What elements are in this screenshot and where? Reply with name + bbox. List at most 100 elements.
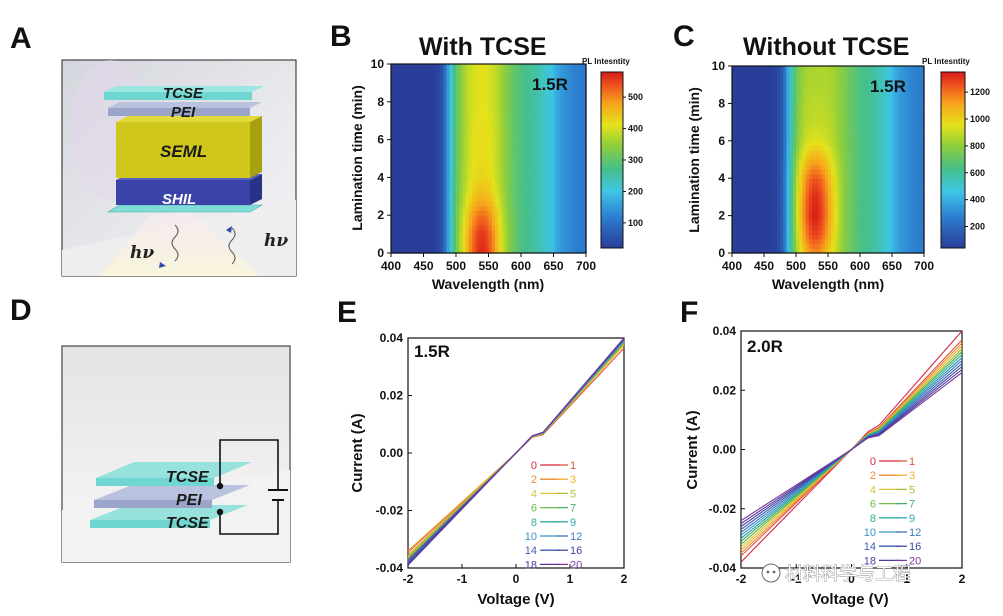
heatmap-cell [482,139,486,145]
heatmap-cell [770,229,775,235]
legend-label: 0 [531,460,537,472]
heatmap-cell [527,111,532,117]
heatmap-cell [741,122,746,128]
heatmap-cell [908,70,912,76]
heatmap-cell [773,220,778,226]
heatmap-cell [439,238,444,245]
heatmap-cell [475,158,480,164]
heatmap-cell [812,173,816,179]
heatmap-cell [824,150,829,156]
heatmap-cell [911,243,915,249]
heatmap-cell [828,84,832,90]
heatmap-cell [741,248,746,254]
heatmap-cell [760,192,765,198]
heatmap-cell [844,75,848,81]
heatmap-cell [850,220,855,226]
heatmap-cell [885,154,890,161]
heatmap-cell [764,140,768,147]
heatmap-cell [824,182,829,189]
heatmap-cell [748,112,752,119]
heatmap-cell [462,101,467,108]
heatmap-cell [872,145,877,151]
heatmap-cell [517,92,522,98]
heatmap-cell [805,136,810,142]
heatmap-cell [773,145,778,151]
heatmap-cell [498,139,503,145]
heatmap-cell [511,234,516,240]
heatmap-cell [579,163,584,169]
heatmap-cell [436,186,441,193]
heatmap-cell [524,177,529,183]
heatmap-cell [786,210,791,217]
heatmap-cell [439,144,444,150]
heatmap-cell [417,101,421,108]
heatmap-cell [876,108,880,114]
heatmap-cell [423,101,428,108]
heatmap-cell [869,215,874,221]
heatmap-cell [837,70,842,76]
heatmap-cell [413,68,418,75]
heatmap-cell [901,66,906,72]
heatmap-cell [462,167,467,174]
heatmap-cell [914,140,919,147]
heatmap-cell [908,248,912,254]
heatmap-cell [805,178,810,184]
heatmap-cell [789,220,794,226]
heatmap-cell [426,153,431,160]
heatmap-cell [808,173,813,179]
heatmap-cell [780,70,784,76]
heatmap-cell [892,164,896,170]
heatmap-cell [420,106,425,112]
heatmap-cell [776,168,781,175]
heatmap-cell [543,101,548,108]
heatmap-cell [469,229,473,235]
heatmap-cell [904,224,909,231]
heatmap-cell [780,89,784,95]
heatmap-cell [872,201,877,207]
heatmap-cell [834,150,839,156]
heatmap-cell [417,234,421,240]
heatmap-cell [821,70,826,76]
heatmap-cell [485,167,490,174]
heatmap-cell [808,210,813,217]
heatmap-cell [413,115,418,122]
heatmap-cell [776,98,781,104]
heatmap-cell [904,150,909,156]
heatmap-cell [537,92,542,98]
heatmap-cell [792,70,797,76]
heatmap-cell [872,164,877,170]
heatmap-cell [860,75,864,81]
heatmap-cell [436,182,441,188]
heatmap-cell [485,101,490,108]
heatmap-cell [796,94,800,100]
heatmap-cell [792,238,797,245]
heatmap-cell [547,196,551,202]
heatmap-cell [485,149,490,155]
heatmap-cell [550,238,555,245]
heatmap-cell [760,164,765,170]
heatmap-cell [482,144,486,150]
heatmap-cell [821,131,826,137]
heatmap-cell [563,186,568,193]
heatmap-cell [407,158,412,164]
heatmap-cell [475,234,480,240]
heatmap-cell [462,163,467,169]
heatmap-cell [840,66,845,72]
heatmap-cell [508,134,512,141]
heatmap-cell [850,229,855,235]
heatmap-cell [527,177,532,183]
heatmap-cell [872,248,877,254]
heatmap-cell [469,106,473,112]
heatmap-cell [504,73,509,79]
heatmap-cell [439,182,444,188]
heatmap-cell [413,125,418,131]
heatmap-cell [786,178,791,184]
heatmap-cell [863,243,867,249]
heatmap-cell [524,153,529,160]
heatmap-cell [439,101,444,108]
heatmap-cell [754,66,759,72]
heatmap-cell [563,101,568,108]
heatmap-cell [517,215,522,221]
heatmap-cell [757,136,762,142]
heatmap-cell [888,215,893,221]
